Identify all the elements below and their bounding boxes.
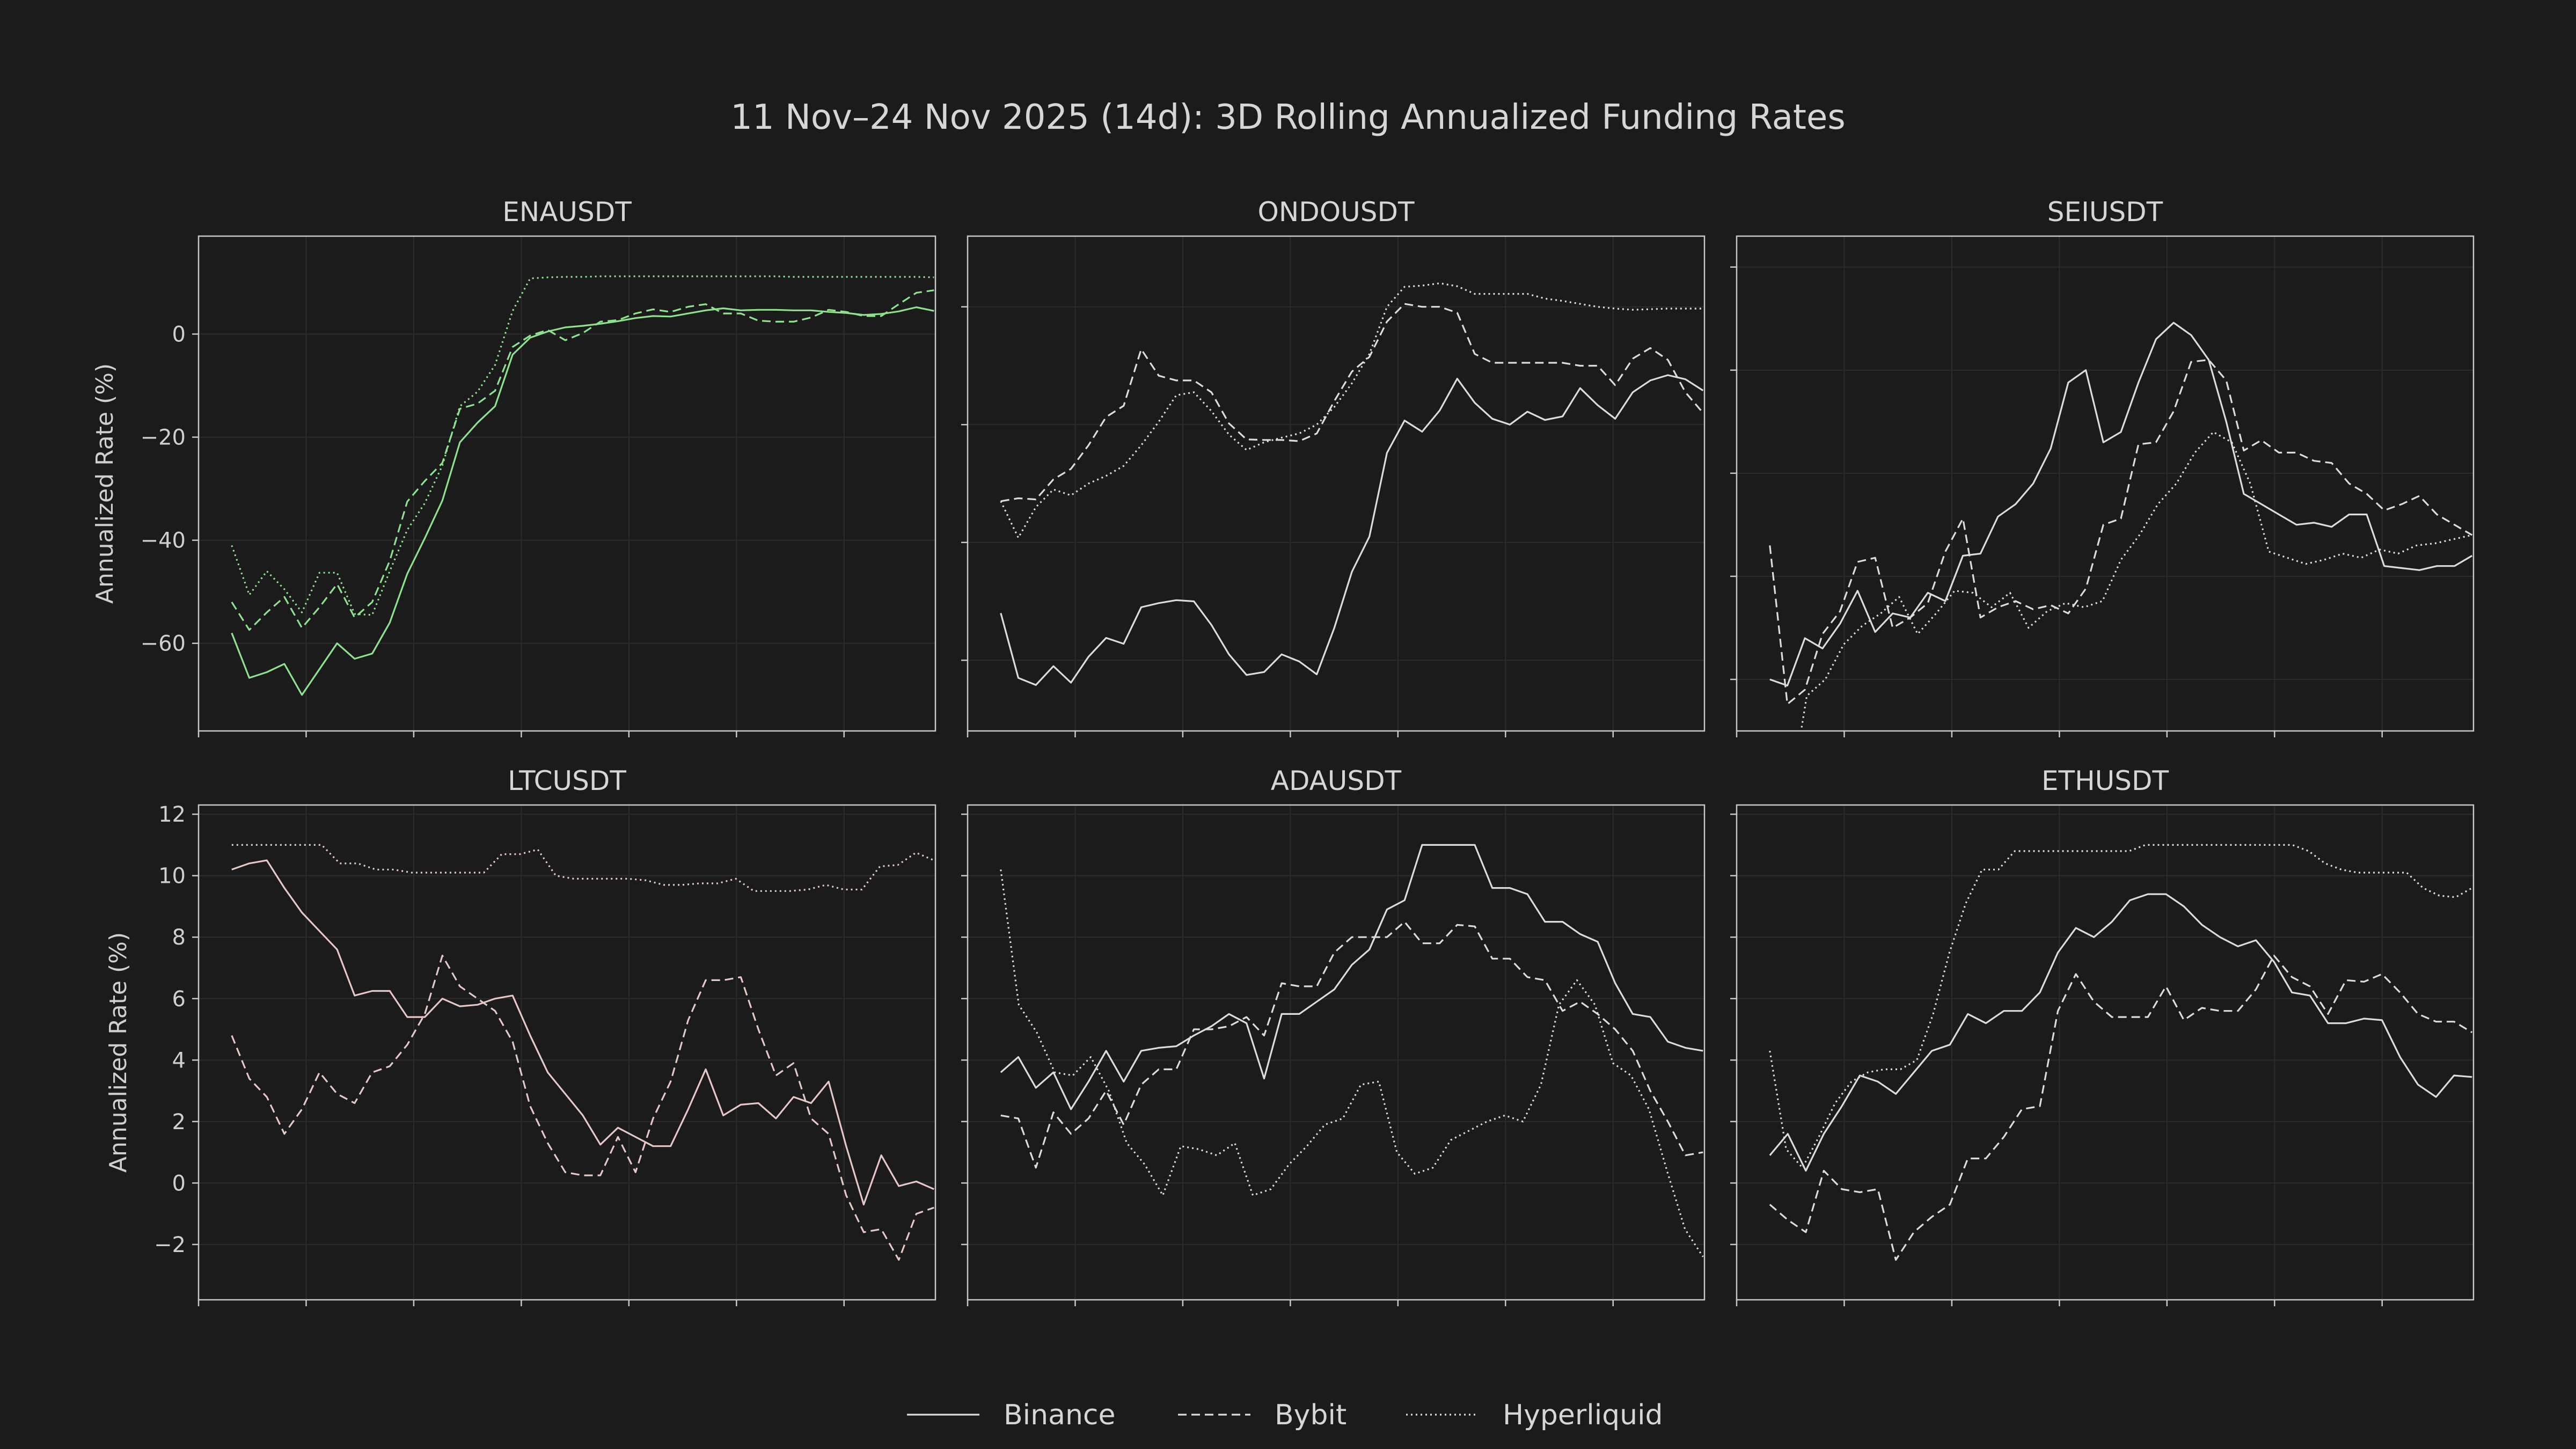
y-tick-label: 4 xyxy=(172,1048,186,1073)
panel-title: ENAUSDT xyxy=(502,196,632,228)
axes-frame xyxy=(197,235,936,732)
axes-frame xyxy=(1736,235,2475,732)
series-line-hyperliquid xyxy=(1769,844,2473,1169)
y-tick-label: 12 xyxy=(158,802,186,827)
y-tick-label: −60 xyxy=(141,632,186,656)
y-tick-label: −40 xyxy=(141,529,186,553)
series-line-bybit xyxy=(1000,920,1703,1169)
panel-adausdt: ADAUSDT xyxy=(961,765,1706,1306)
figure-title: 11 Nov–24 Nov 2025 (14d): 3D Rolling Ann… xyxy=(730,98,1845,137)
series-line-binance xyxy=(231,306,934,696)
series-line-bybit xyxy=(231,289,934,631)
series-line-binance xyxy=(1000,374,1704,686)
series-line-binance xyxy=(1000,844,1703,1110)
y-tick-label: 0 xyxy=(172,322,186,347)
series-line-bybit xyxy=(231,954,934,1261)
panel-title: ETHUSDT xyxy=(2041,765,2169,796)
legend-entry-binance: Binance xyxy=(907,1399,1115,1431)
legend: Binance Bybit Hyperliquid xyxy=(907,1399,1663,1431)
panel-title: ONDOUSDT xyxy=(1258,196,1415,228)
y-tick-label: −20 xyxy=(141,426,186,450)
axes-frame xyxy=(967,804,1706,1301)
panel-title: LTCUSDT xyxy=(508,765,626,796)
y-axis-label: Annualized Rate (%) xyxy=(105,932,132,1173)
series-line-hyperliquid xyxy=(1000,282,1703,539)
y-axis-label: Annualized Rate (%) xyxy=(91,363,119,604)
axes-frame xyxy=(967,235,1706,732)
legend-entry-bybit: Bybit xyxy=(1178,1399,1346,1431)
y-tick-label: 6 xyxy=(172,987,186,1012)
series-line-hyperliquid xyxy=(231,275,934,616)
y-tick-label: 8 xyxy=(172,925,186,950)
series-line-hyperliquid xyxy=(231,844,934,892)
legend-label: Binance xyxy=(1004,1399,1115,1431)
panel-title: ADAUSDT xyxy=(1271,765,1402,796)
series-line-binance xyxy=(231,859,934,1206)
y-tick-label: 10 xyxy=(158,864,186,889)
panel-seiusdt: SEIUSDT xyxy=(1730,196,2475,737)
panel-ondousdt: ONDOUSDT xyxy=(961,196,1706,737)
series-line-bybit xyxy=(1000,303,1704,502)
series-line-bybit xyxy=(1769,954,2473,1261)
panel-ltcusdt: −2 0 2 4 6 8 10 12 LTCUSDT Annualized Rate (%) xyxy=(105,765,936,1306)
legend-label: Bybit xyxy=(1275,1399,1346,1431)
legend-entry-hyperliquid: Hyperliquid xyxy=(1406,1399,1663,1431)
series-line-bybit xyxy=(1769,358,2473,705)
panel-title: SEIUSDT xyxy=(2047,196,2163,228)
y-tick-label: 0 xyxy=(172,1171,186,1196)
series-line-binance xyxy=(1769,321,2473,687)
axes-frame xyxy=(197,804,936,1301)
axes-frame xyxy=(1736,804,2475,1301)
legend-label: Hyperliquid xyxy=(1503,1399,1663,1431)
y-tick-label: −2 xyxy=(154,1233,186,1257)
panel-enausdt: −60 −40 −20 0 ENAUSDT Annualized Rate (%) xyxy=(91,196,936,737)
series-line-hyperliquid xyxy=(1000,869,1704,1257)
series-line-binance xyxy=(1769,893,2472,1172)
panel-ethusdt: ETHUSDT xyxy=(1730,765,2475,1306)
y-tick-label: 2 xyxy=(172,1110,186,1135)
